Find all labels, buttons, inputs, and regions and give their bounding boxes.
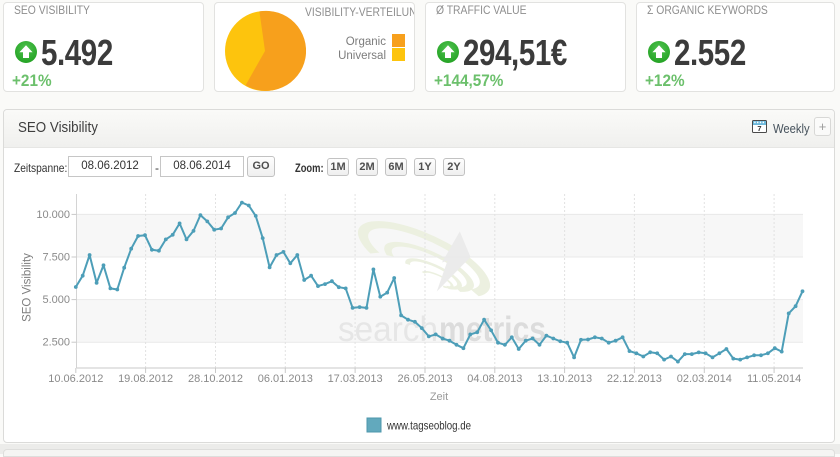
svg-text:26.05.2013: 26.05.2013 xyxy=(397,373,452,385)
svg-text:11.05.2014: 11.05.2014 xyxy=(747,373,801,385)
svg-text:SEO Visibility: SEO Visibility xyxy=(22,253,34,322)
svg-text:10.06.2012: 10.06.2012 xyxy=(48,373,103,385)
svg-text:28.10.2012: 28.10.2012 xyxy=(188,373,243,385)
svg-text:04.08.2013: 04.08.2013 xyxy=(467,373,522,385)
svg-text:7: 7 xyxy=(757,124,761,133)
svg-text:06.01.2013: 06.01.2013 xyxy=(258,373,313,385)
svg-text:Zeit: Zeit xyxy=(430,391,448,403)
svg-text:13.10.2013: 13.10.2013 xyxy=(537,373,592,385)
svg-text:02.03.2014: 02.03.2014 xyxy=(677,373,732,385)
svg-text:17.03.2013: 17.03.2013 xyxy=(328,373,383,385)
svg-text:22.12.2013: 22.12.2013 xyxy=(607,373,662,385)
svg-text:19.08.2012: 19.08.2012 xyxy=(118,373,173,385)
svg-text:5.000: 5.000 xyxy=(42,294,70,306)
svg-text:2.500: 2.500 xyxy=(42,337,70,349)
svg-text:7.500: 7.500 xyxy=(42,252,70,264)
svg-text:10.000: 10.000 xyxy=(36,209,70,221)
svg-text:www.tagseoblog.de: www.tagseoblog.de xyxy=(386,419,471,433)
